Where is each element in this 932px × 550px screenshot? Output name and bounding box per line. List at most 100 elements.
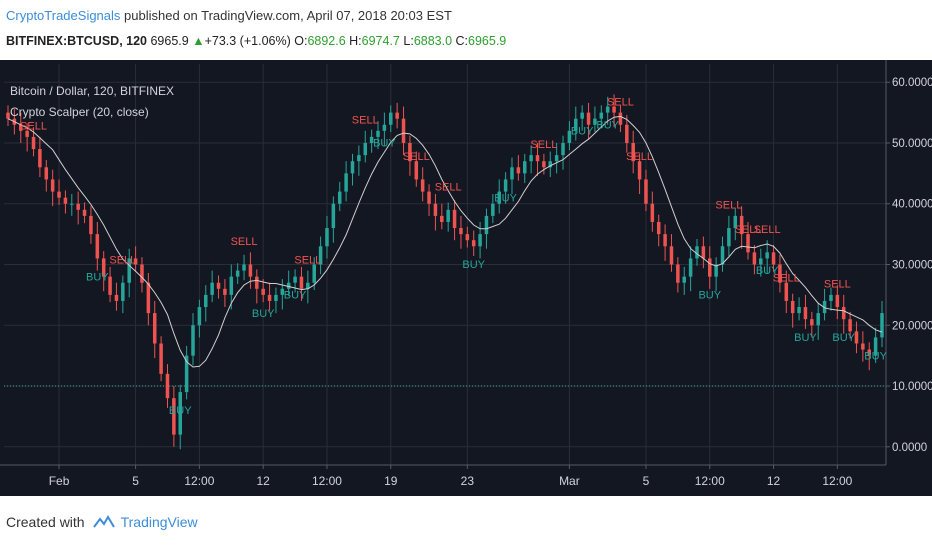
low-label: L: bbox=[403, 34, 414, 48]
y-tick-label: 0.0000 bbox=[892, 442, 927, 454]
buy-signal-label: BUY bbox=[832, 332, 855, 344]
sell-signal-label: SELL bbox=[607, 96, 634, 108]
symbol-label: BITFINEX:BTCUSD, 120 bbox=[6, 34, 147, 48]
candle-body bbox=[822, 300, 827, 314]
tradingview-brand[interactable]: TradingView bbox=[120, 514, 198, 530]
legend-symbol: Bitcoin / Dollar, 120, BITFINEX bbox=[10, 84, 174, 98]
x-tick-label: 12:00 bbox=[184, 474, 214, 488]
created-with-text: Created with bbox=[6, 514, 85, 530]
candle-body bbox=[567, 130, 572, 143]
candle-body bbox=[516, 167, 521, 174]
candle-body bbox=[127, 258, 131, 283]
candle-body bbox=[197, 307, 202, 326]
candle-body bbox=[650, 203, 655, 222]
open-label: O: bbox=[294, 34, 308, 48]
candle-body bbox=[261, 288, 265, 295]
candle-body bbox=[101, 258, 106, 277]
candle-body bbox=[739, 215, 744, 235]
candle-body bbox=[497, 191, 501, 204]
candle-body bbox=[459, 228, 463, 235]
candle-body bbox=[280, 288, 285, 295]
candle-body bbox=[63, 197, 68, 204]
candle-body bbox=[829, 294, 833, 301]
sell-signal-label: SELL bbox=[773, 273, 800, 285]
candle-body bbox=[529, 155, 533, 162]
candle-body bbox=[325, 228, 329, 247]
candle-body bbox=[580, 112, 584, 119]
sell-signal-label: SELL bbox=[530, 139, 557, 151]
buy-signal-label: BUY bbox=[462, 259, 485, 271]
candle-body bbox=[873, 337, 878, 356]
chart-background bbox=[0, 60, 932, 496]
price-axis[interactable]: 60.0000 50.0000 40.0000 30.0000 20.0000 10.00… bbox=[886, 77, 932, 454]
candle-body bbox=[707, 258, 712, 277]
candle-body bbox=[841, 307, 846, 320]
candle-body bbox=[255, 276, 259, 289]
candle-body bbox=[95, 234, 100, 259]
candle-body bbox=[344, 173, 348, 192]
price-chart[interactable]: SELLSELLSELLSELLSELLSELLSELLSELLSELLSELL… bbox=[0, 60, 932, 496]
open-value: 6892.6 bbox=[307, 34, 346, 48]
candle-body bbox=[752, 252, 757, 265]
sell-signal-label: SELL bbox=[294, 254, 321, 266]
candle-body bbox=[452, 209, 457, 229]
buy-signal-label: BUY bbox=[373, 138, 396, 150]
buy-signal-label: BUY bbox=[86, 271, 109, 283]
candle-body bbox=[420, 179, 425, 192]
sell-signal-label: SELL bbox=[735, 224, 762, 236]
candle-body bbox=[57, 191, 61, 198]
author-link[interactable]: CryptoTradeSignals bbox=[6, 8, 121, 23]
buy-signal-label: BUY bbox=[571, 125, 594, 137]
buy-signal-label: BUY bbox=[698, 290, 721, 302]
candle-body bbox=[133, 258, 138, 265]
candle-body bbox=[216, 282, 221, 289]
candle-body bbox=[229, 276, 234, 295]
candle-body bbox=[746, 234, 750, 253]
buy-signal-label: BUY bbox=[252, 308, 275, 320]
candle-body bbox=[816, 313, 820, 326]
x-tick-label: 12 bbox=[767, 474, 781, 488]
candle-body bbox=[70, 203, 74, 205]
candle-body bbox=[210, 282, 214, 295]
y-tick-label: 20.0000 bbox=[892, 320, 932, 332]
candle-body bbox=[733, 215, 738, 229]
sell-signal-label: SELL bbox=[435, 181, 462, 193]
time-axis[interactable]: Feb 5 12:00 12 12:00 19 23 Mar 5 12:00 12 12:00 bbox=[49, 465, 853, 488]
candle-body bbox=[669, 246, 674, 265]
candle-body bbox=[491, 203, 495, 216]
candle-body bbox=[446, 209, 450, 222]
candle-body bbox=[682, 276, 686, 283]
candle-body bbox=[835, 294, 840, 308]
candle-body bbox=[331, 203, 336, 229]
candle-body bbox=[357, 155, 361, 162]
x-tick-label: Feb bbox=[49, 474, 70, 488]
candle-body bbox=[242, 264, 246, 271]
candle-body bbox=[503, 179, 508, 192]
buy-signal-label: BUY bbox=[864, 350, 887, 362]
candle-body bbox=[306, 282, 310, 289]
sell-signal-label: SELL bbox=[715, 200, 742, 212]
sell-signal-label: SELL bbox=[20, 121, 47, 133]
signal-labels: SELLSELLSELLSELLSELLSELLSELLSELLSELLSELL… bbox=[20, 96, 888, 417]
candle-body bbox=[861, 343, 865, 350]
candle-body bbox=[121, 282, 125, 301]
x-tick-label: 23 bbox=[461, 474, 475, 488]
candle-body bbox=[235, 270, 240, 277]
candle-body bbox=[408, 142, 412, 162]
symbol-line: BITFINEX:BTCUSD, 120 6965.9 ▲+73.3 (+1.0… bbox=[6, 34, 506, 48]
candle-body bbox=[656, 221, 661, 235]
low-value: 6883.0 bbox=[413, 34, 453, 48]
published-text: published on TradingView.com, April 07, … bbox=[120, 8, 452, 23]
candle-body bbox=[19, 124, 23, 131]
candle-body bbox=[663, 234, 667, 247]
candle-body bbox=[401, 118, 406, 143]
candle-body bbox=[204, 294, 208, 308]
candle-body bbox=[191, 325, 195, 356]
candle-body bbox=[414, 161, 419, 180]
candle-body bbox=[44, 167, 49, 180]
candle-body bbox=[790, 300, 795, 314]
sma-line bbox=[7, 115, 883, 368]
candle-body bbox=[714, 264, 718, 277]
legend-indicator: Crypto Scalper (20, close) bbox=[10, 105, 149, 119]
up-triangle-icon: ▲ bbox=[192, 34, 205, 48]
